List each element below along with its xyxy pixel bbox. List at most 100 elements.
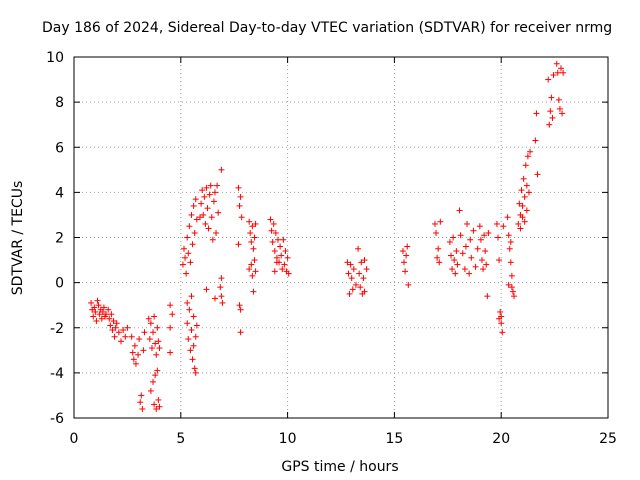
data-point bbox=[155, 338, 162, 345]
data-point bbox=[152, 340, 159, 347]
data-point bbox=[271, 268, 278, 275]
data-point bbox=[282, 248, 289, 255]
data-point bbox=[139, 405, 146, 412]
x-tick-label: 25 bbox=[599, 431, 617, 447]
data-point bbox=[235, 241, 242, 248]
data-points bbox=[88, 60, 567, 412]
data-point bbox=[167, 349, 174, 356]
data-point bbox=[145, 315, 152, 322]
data-point bbox=[187, 347, 194, 354]
data-point bbox=[457, 232, 464, 239]
data-point bbox=[358, 259, 365, 266]
data-point bbox=[191, 365, 198, 372]
data-point bbox=[545, 76, 552, 83]
data-point bbox=[285, 270, 292, 277]
data-point bbox=[433, 229, 440, 236]
data-point bbox=[217, 284, 224, 291]
data-point bbox=[252, 220, 259, 227]
data-point bbox=[559, 110, 566, 117]
data-point bbox=[153, 405, 160, 412]
data-point bbox=[189, 356, 196, 363]
data-point bbox=[185, 250, 192, 257]
data-point bbox=[509, 288, 516, 295]
data-point bbox=[151, 313, 158, 320]
data-point bbox=[272, 229, 279, 236]
data-point bbox=[347, 261, 354, 268]
data-point bbox=[352, 281, 359, 288]
y-tick-label: 6 bbox=[55, 140, 64, 156]
data-point bbox=[190, 202, 197, 209]
data-point bbox=[181, 245, 188, 252]
data-point bbox=[478, 257, 485, 264]
data-point bbox=[187, 259, 194, 266]
data-point bbox=[267, 216, 274, 223]
data-point bbox=[485, 229, 492, 236]
data-point bbox=[99, 308, 106, 315]
data-point bbox=[345, 270, 352, 277]
data-point bbox=[203, 184, 210, 191]
data-point bbox=[208, 214, 215, 221]
data-point bbox=[218, 293, 225, 300]
data-point bbox=[554, 69, 561, 76]
data-point bbox=[499, 329, 506, 336]
data-point bbox=[507, 239, 514, 246]
data-point bbox=[155, 396, 162, 403]
data-point bbox=[459, 250, 466, 257]
data-point bbox=[508, 272, 515, 279]
data-point bbox=[203, 286, 210, 293]
data-point bbox=[108, 311, 115, 318]
data-point bbox=[405, 281, 412, 288]
data-point bbox=[110, 317, 117, 324]
data-point bbox=[356, 270, 363, 277]
data-point bbox=[141, 329, 148, 336]
data-point bbox=[523, 207, 530, 214]
data-point bbox=[269, 239, 276, 246]
data-point bbox=[100, 304, 107, 311]
data-point bbox=[523, 182, 530, 189]
data-point bbox=[148, 345, 155, 352]
data-point bbox=[464, 220, 471, 227]
data-point bbox=[91, 304, 98, 311]
data-point bbox=[504, 214, 511, 221]
data-point bbox=[205, 225, 212, 232]
data-point bbox=[128, 333, 135, 340]
data-point bbox=[507, 259, 514, 266]
data-point bbox=[505, 281, 512, 288]
data-point bbox=[167, 302, 174, 309]
data-point bbox=[434, 254, 441, 261]
data-point bbox=[360, 275, 367, 282]
data-point bbox=[132, 360, 139, 367]
data-point bbox=[193, 216, 200, 223]
data-point bbox=[401, 259, 408, 266]
data-point bbox=[549, 114, 556, 121]
data-point bbox=[468, 254, 475, 261]
data-point bbox=[246, 266, 253, 273]
y-axis-label: SDTVAR / TECUs bbox=[10, 181, 26, 296]
data-point bbox=[550, 72, 557, 79]
data-point bbox=[138, 392, 145, 399]
data-point bbox=[467, 236, 474, 243]
data-point bbox=[130, 356, 137, 363]
data-point bbox=[93, 317, 100, 324]
data-point bbox=[248, 239, 255, 246]
data-point bbox=[508, 284, 515, 291]
data-point bbox=[361, 257, 368, 264]
data-point bbox=[518, 187, 525, 194]
data-point bbox=[505, 232, 512, 239]
data-point bbox=[156, 403, 163, 410]
data-point bbox=[494, 234, 501, 241]
data-point bbox=[112, 324, 119, 331]
data-point bbox=[496, 315, 503, 322]
data-point bbox=[268, 227, 275, 234]
data-point bbox=[480, 266, 487, 273]
data-point bbox=[462, 243, 469, 250]
chart-title: Day 186 of 2024, Sidereal Day-to-day VTE… bbox=[42, 20, 612, 36]
data-point bbox=[88, 299, 95, 306]
data-point bbox=[189, 241, 196, 248]
data-point bbox=[350, 266, 357, 273]
data-point bbox=[521, 218, 528, 225]
data-point bbox=[95, 302, 102, 309]
data-point bbox=[211, 189, 218, 196]
data-point bbox=[402, 268, 409, 275]
data-point bbox=[453, 248, 460, 255]
